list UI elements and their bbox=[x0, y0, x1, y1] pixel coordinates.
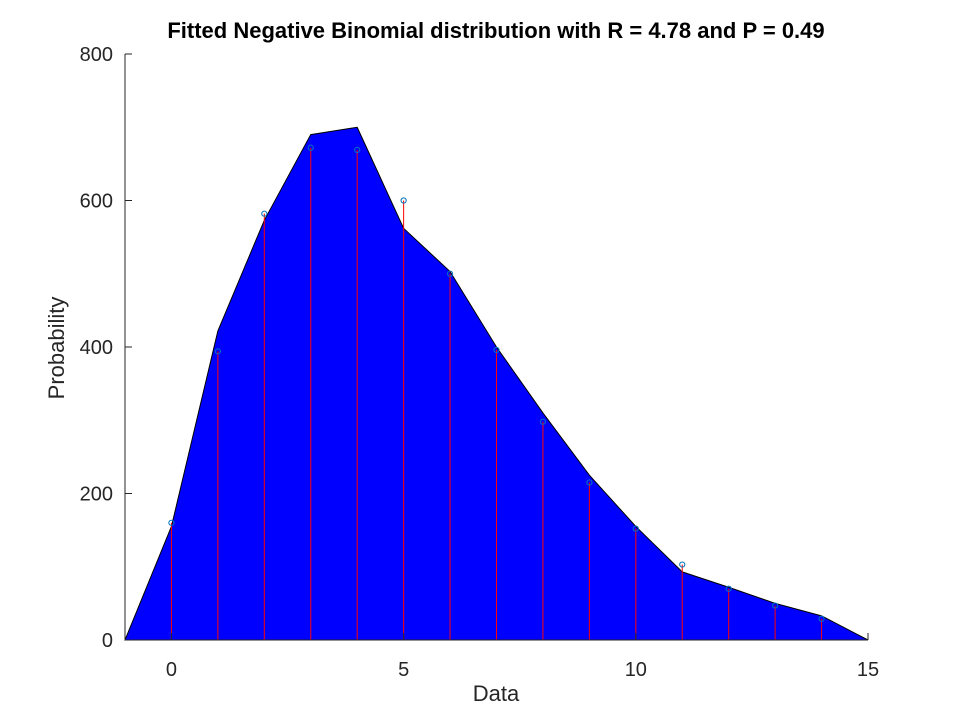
y-tick-label: 800 bbox=[80, 44, 113, 66]
x-axis-label: Data bbox=[473, 681, 520, 706]
y-tick-label: 600 bbox=[80, 191, 113, 213]
observed-point bbox=[539, 418, 547, 425]
observed-point bbox=[772, 602, 779, 609]
observed-point bbox=[400, 197, 407, 204]
observed-point bbox=[493, 346, 500, 354]
observed-point bbox=[818, 615, 825, 622]
observed-point bbox=[679, 561, 686, 568]
x-tick-label: 15 bbox=[857, 659, 879, 681]
y-axis-label: Probability bbox=[44, 297, 69, 400]
observed-point bbox=[586, 479, 593, 486]
observed-point bbox=[261, 210, 268, 217]
observed-point bbox=[725, 585, 732, 592]
x-tick-label: 10 bbox=[625, 659, 647, 681]
observed-point bbox=[354, 146, 361, 154]
y-tick-label: 0 bbox=[102, 630, 113, 652]
chart-title: Fitted Negative Binomial distribution wi… bbox=[167, 18, 824, 43]
observed-point bbox=[632, 525, 639, 532]
observed-point bbox=[446, 270, 454, 277]
x-tick-label: 0 bbox=[166, 659, 177, 681]
x-tick-label: 5 bbox=[398, 659, 409, 681]
plot-area bbox=[124, 126, 869, 641]
observed-point bbox=[307, 144, 314, 151]
y-tick-label: 200 bbox=[80, 484, 113, 506]
observed-point bbox=[168, 519, 175, 526]
observed-point bbox=[214, 348, 221, 355]
y-tick-label: 400 bbox=[80, 337, 113, 359]
axes: 0 200 400 600 800 0 5 10 15 bbox=[80, 44, 880, 681]
